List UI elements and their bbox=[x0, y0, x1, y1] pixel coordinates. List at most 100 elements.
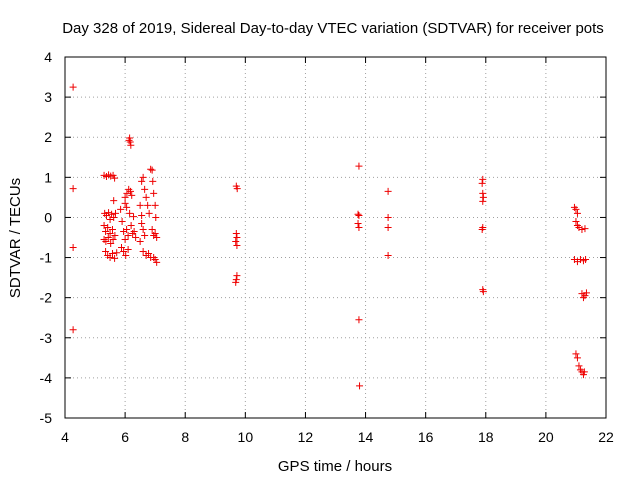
data-point bbox=[136, 238, 144, 246]
data-point bbox=[104, 234, 112, 241]
data-point bbox=[138, 177, 146, 185]
data-point bbox=[150, 189, 158, 197]
data-point bbox=[384, 213, 392, 221]
data-point bbox=[69, 326, 77, 334]
data-point bbox=[232, 229, 240, 237]
data-point bbox=[152, 213, 160, 221]
data-point bbox=[113, 249, 121, 257]
data-point bbox=[575, 362, 583, 370]
y-axis-label: SDTVAR / TECUs bbox=[7, 178, 24, 298]
y-tick-label: 4 bbox=[44, 49, 52, 65]
data-point bbox=[354, 210, 362, 218]
x-tick-label: 14 bbox=[358, 429, 374, 445]
data-point bbox=[153, 234, 161, 241]
data-markers bbox=[69, 83, 590, 390]
data-point bbox=[355, 316, 363, 324]
data-point bbox=[128, 191, 136, 199]
x-tick-label: 4 bbox=[61, 429, 69, 445]
x-axis-label: GPS time / hours bbox=[278, 458, 392, 475]
data-point bbox=[111, 254, 119, 262]
data-point bbox=[139, 248, 147, 256]
data-point bbox=[478, 179, 486, 187]
data-point bbox=[233, 272, 241, 280]
data-point bbox=[130, 213, 138, 221]
data-point bbox=[104, 223, 112, 231]
y-tick-label: 2 bbox=[44, 129, 52, 145]
data-point bbox=[126, 209, 134, 217]
data-point bbox=[233, 234, 241, 241]
data-point bbox=[111, 209, 119, 217]
data-point bbox=[384, 187, 392, 195]
chart-title: Day 328 of 2019, Sidereal Day-to-day VTE… bbox=[62, 20, 604, 37]
data-point bbox=[233, 242, 241, 250]
data-point bbox=[108, 225, 116, 233]
y-tick-label: -5 bbox=[40, 410, 53, 426]
y-tick-label: 0 bbox=[44, 209, 52, 225]
y-tick-label: -3 bbox=[40, 330, 53, 346]
x-tick-label: 16 bbox=[418, 429, 434, 445]
data-point bbox=[123, 189, 131, 197]
data-point bbox=[130, 227, 138, 235]
data-point bbox=[479, 193, 487, 201]
data-point bbox=[384, 223, 392, 231]
data-point bbox=[109, 236, 117, 244]
data-point bbox=[111, 174, 119, 182]
data-point bbox=[124, 246, 132, 254]
data-point bbox=[354, 219, 362, 227]
data-point bbox=[581, 225, 589, 233]
x-tick-label: 6 bbox=[121, 429, 129, 445]
data-point bbox=[573, 354, 581, 362]
data-point bbox=[107, 240, 115, 248]
data-point bbox=[122, 252, 130, 260]
data-point bbox=[105, 209, 113, 217]
axis-ticks bbox=[64, 56, 607, 419]
data-point bbox=[69, 83, 77, 91]
data-point bbox=[117, 205, 125, 213]
data-point bbox=[145, 209, 153, 217]
data-point bbox=[145, 250, 153, 258]
data-point bbox=[121, 193, 129, 201]
x-tick-labels: 4 6 8 10 12 14 16 18 20 22 bbox=[61, 429, 614, 445]
data-point bbox=[149, 177, 157, 185]
data-point bbox=[118, 217, 126, 225]
data-point bbox=[139, 225, 147, 233]
data-point bbox=[124, 231, 132, 239]
data-point bbox=[580, 368, 588, 376]
data-point bbox=[479, 197, 487, 205]
y-tick-label: -4 bbox=[40, 370, 53, 386]
data-point bbox=[136, 201, 144, 209]
data-point bbox=[153, 258, 161, 266]
plot-frame bbox=[64, 56, 607, 419]
data-point bbox=[479, 189, 487, 197]
data-point bbox=[121, 236, 129, 244]
x-tick-label: 8 bbox=[181, 429, 189, 445]
data-point bbox=[123, 225, 131, 233]
data-point bbox=[106, 215, 114, 223]
y-tick-labels: -5 -4 -3 -2 -1 0 1 2 3 4 bbox=[40, 49, 53, 426]
data-point bbox=[572, 350, 580, 358]
data-point bbox=[478, 225, 486, 233]
x-tick-label: 20 bbox=[538, 429, 554, 445]
x-tick-label: 22 bbox=[598, 429, 614, 445]
data-point bbox=[120, 248, 128, 256]
data-point bbox=[151, 229, 159, 237]
data-point bbox=[126, 138, 134, 146]
data-point bbox=[108, 250, 116, 258]
data-point bbox=[106, 254, 114, 262]
data-point bbox=[111, 231, 119, 239]
data-point bbox=[356, 382, 364, 390]
x-tick-label: 12 bbox=[298, 429, 314, 445]
data-point bbox=[141, 231, 149, 239]
data-point bbox=[355, 162, 363, 170]
data-point bbox=[110, 213, 118, 221]
data-point bbox=[110, 197, 118, 205]
data-point bbox=[69, 244, 77, 252]
data-point bbox=[578, 225, 586, 233]
data-point bbox=[355, 211, 363, 219]
data-point bbox=[479, 175, 487, 183]
data-point bbox=[127, 221, 135, 229]
data-point bbox=[582, 289, 590, 297]
data-point bbox=[138, 211, 146, 219]
data-point bbox=[233, 185, 241, 193]
